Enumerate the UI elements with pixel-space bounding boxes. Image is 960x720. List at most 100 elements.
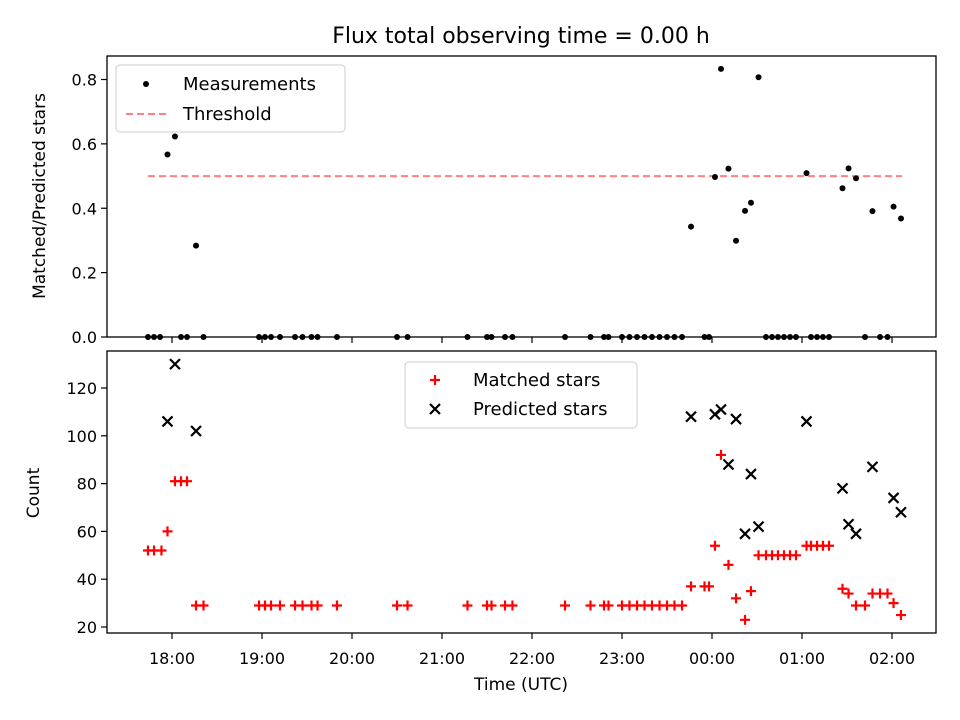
matched-star-point [731, 593, 742, 604]
legend-measurements-label: Measurements [183, 74, 316, 95]
matched-star-point [486, 600, 497, 611]
matched-star-point [851, 600, 861, 611]
matched-star-point [312, 600, 323, 611]
matched-star-point [182, 476, 193, 487]
matched-star-point [745, 586, 756, 597]
top-y-tick-label: 0.0 [72, 328, 97, 347]
measurement-point [171, 133, 178, 140]
matched-star-point [740, 614, 751, 625]
matched-star-point [716, 449, 726, 460]
bottom-legend: Matched stars Predicted stars [404, 361, 638, 429]
matched-star-point [462, 600, 473, 611]
predicted-star-point [842, 518, 855, 531]
matched-star-point [162, 526, 173, 537]
matched-star-point [275, 600, 285, 611]
x-tick-label: 00:00 [689, 649, 735, 668]
matched-star-point [402, 600, 413, 611]
x-tick-label: 20:00 [329, 649, 375, 668]
legend-measurements-marker [143, 81, 149, 87]
measurement-point [747, 199, 754, 206]
bottom-panel: Count Time (UTC) 20 40 60 80 100 120 18:00 19:0… [24, 350, 937, 695]
measurement-point [688, 223, 695, 230]
matched-star-point [896, 610, 906, 621]
predicted-star-point [169, 358, 181, 370]
matched-star-point [709, 540, 720, 551]
matched-star-point [843, 588, 854, 599]
x-tick-label: 21:00 [419, 649, 465, 668]
x-tick-label: 19:00 [239, 649, 285, 668]
predicted-star-point [850, 528, 862, 540]
bottom-y-tick-label: 100 [66, 427, 97, 446]
matched-star-point [585, 600, 596, 611]
matched-star-point [603, 600, 614, 611]
measurement-point [803, 170, 810, 177]
top-y-axis-label: Matched/Predicted stars [30, 93, 50, 299]
predicted-star-point [836, 482, 849, 495]
legend-threshold-label: Threshold [182, 104, 272, 125]
top-y-tick-label: 0.2 [72, 264, 97, 283]
top-y-tick-label: 0.8 [72, 71, 97, 90]
matched-star-point [677, 600, 688, 611]
measurement-point [839, 185, 846, 192]
matched-star-point [331, 600, 342, 611]
matched-star-point [686, 581, 697, 592]
matched-star-point [837, 583, 848, 594]
matched-star-point [297, 600, 308, 611]
measurement-point [845, 165, 852, 172]
predicted-star-point [730, 413, 742, 425]
bottom-y-axis-label: Count [24, 467, 44, 518]
bottom-y-tick-label: 20 [77, 618, 97, 637]
matched-star-point [882, 588, 893, 599]
x-tick-label: 02:00 [869, 649, 915, 668]
measurement-point [164, 151, 171, 158]
measurement-point [853, 175, 859, 182]
bottom-y-tick-label: 120 [66, 379, 97, 398]
matched-star-point [860, 600, 870, 611]
measurement-point [898, 215, 904, 222]
top-panel: Matched/Predicted stars 0.0 0.2 0.4 0.6 0.8 M… [30, 55, 937, 347]
legend-predicted-marker [429, 403, 441, 415]
bottom-y-tick-label: 40 [77, 570, 97, 589]
top-legend: Measurements Threshold [115, 64, 346, 133]
predicted-star-point [745, 468, 757, 480]
matched-star-point [888, 598, 899, 609]
measurement-point [733, 237, 740, 244]
x-tick-label: 18:00 [149, 649, 195, 668]
matched-star-point [560, 600, 571, 611]
matched-star-point [392, 600, 402, 611]
top-legend-box [115, 64, 346, 133]
measurement-point [742, 207, 749, 214]
top-y-tick-label: 0.6 [72, 135, 97, 154]
matched-star-point [790, 550, 801, 561]
predicted-star-point [190, 425, 202, 437]
matched-star-point [824, 540, 834, 551]
measurement-point [755, 74, 762, 81]
predicted-star-point [715, 403, 727, 416]
measurement-point [890, 203, 897, 210]
matched-star-point [198, 600, 209, 611]
measurement-point [718, 65, 724, 72]
top-y-tick-label: 0.4 [72, 199, 97, 218]
top-plot-frame [106, 55, 937, 338]
legend-matched-label: Matched stars [473, 370, 600, 391]
bottom-plot-frame [106, 350, 937, 634]
matched-star-point [156, 545, 167, 556]
predicted-star-point [161, 415, 174, 428]
predicted-star-point [722, 458, 735, 471]
legend-predicted-label: Predicted stars [473, 399, 607, 420]
predicted-star-point [866, 461, 879, 473]
predicted-star-point [887, 492, 900, 504]
predicted-star-point [685, 410, 697, 423]
bottom-legend-box [404, 361, 638, 429]
measurement-point [869, 208, 876, 215]
matched-star-point [704, 581, 715, 592]
matched-star-point [266, 600, 276, 611]
x-tick-label: 22:00 [509, 649, 555, 668]
predicted-star-point [739, 528, 751, 540]
chart-title: Flux total observing time = 0.00 h [332, 24, 710, 49]
predicted-star-point [800, 415, 813, 428]
matched-star-point [723, 559, 734, 570]
bottom-y-tick-label: 80 [77, 475, 97, 494]
predicted-star-point [752, 520, 765, 533]
